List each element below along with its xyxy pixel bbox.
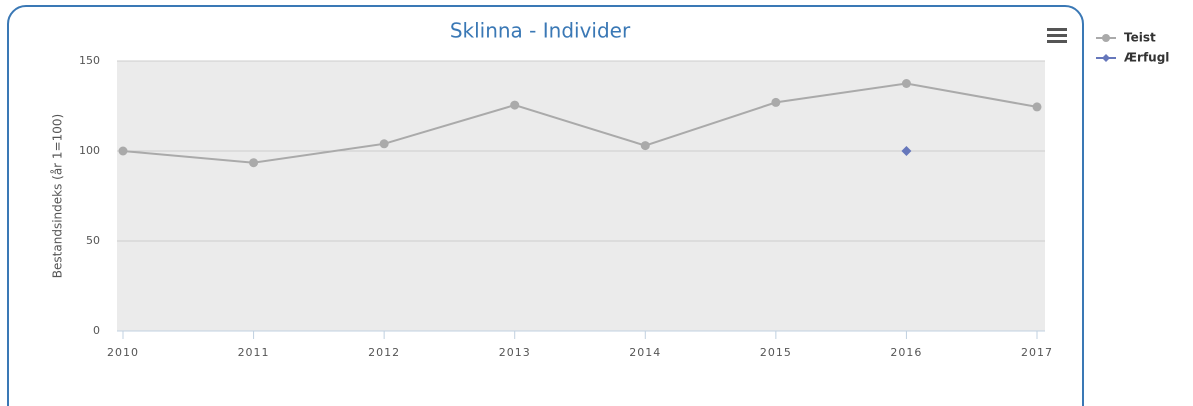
data-point [1032, 102, 1042, 112]
x-tick-label: 2012 [368, 346, 400, 359]
y-axis-label: Bestandsindeks (år 1=100) [51, 114, 65, 278]
data-point [640, 141, 650, 151]
plot-area [117, 61, 1045, 331]
menu-bar [1047, 28, 1067, 31]
y-tick-label: 100 [79, 144, 100, 157]
menu-bar [1047, 34, 1067, 37]
y-tick-label: 150 [79, 54, 100, 67]
data-point [510, 100, 520, 110]
data-point [118, 146, 128, 156]
x-tick-label: 2011 [238, 346, 270, 359]
legend-label: Ærfugl [1124, 51, 1169, 65]
data-point [379, 139, 389, 149]
x-tick-label: 2010 [107, 346, 139, 359]
x-tick-label: 2014 [629, 346, 661, 359]
x-tick-label: 2013 [499, 346, 531, 359]
y-tick-label: 50 [86, 234, 100, 247]
data-point [901, 146, 912, 156]
series-line [122, 82, 1038, 164]
data-point [249, 158, 259, 168]
x-tick-label: 2015 [760, 346, 792, 359]
y-tick-label: 0 [93, 324, 100, 337]
menu-button[interactable] [1047, 28, 1067, 43]
x-tick-label: 2017 [1021, 346, 1053, 359]
chart-title: Sklinna - Individer [450, 19, 631, 43]
menu-bar [1047, 40, 1067, 43]
data-point [771, 97, 781, 107]
x-tick-label: 2016 [890, 346, 922, 359]
legend-marker [1102, 54, 1110, 62]
legend-marker [1102, 34, 1110, 42]
data-point [901, 79, 911, 88]
legend-label: Teist [1124, 31, 1156, 45]
